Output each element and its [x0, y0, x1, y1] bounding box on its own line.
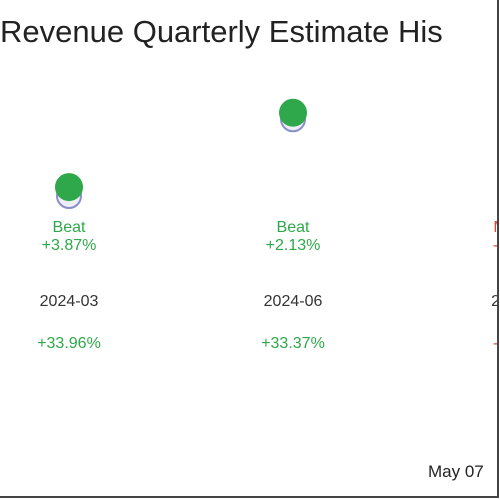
status-label: Beat — [277, 219, 310, 236]
period-label: 2024-03 — [40, 293, 99, 310]
period-label: 20 — [491, 293, 499, 310]
surprise-label: +3.87% — [42, 237, 97, 254]
surprise-label: -1 — [493, 237, 499, 254]
actual-marker — [55, 173, 83, 202]
date-stamp: May 07 — [428, 462, 484, 481]
status-label: Beat — [53, 219, 86, 236]
status-label: M — [493, 219, 499, 236]
growth-label: +33.96% — [37, 335, 101, 352]
surprise-label: +2.13% — [266, 237, 321, 254]
period-label: 2024-06 — [264, 293, 323, 310]
chart-title: Revenue Quarterly Estimate His — [0, 14, 443, 49]
growth-label: +33.37% — [261, 335, 325, 352]
growth-label: -5 — [493, 335, 499, 352]
actual-marker — [279, 98, 307, 127]
